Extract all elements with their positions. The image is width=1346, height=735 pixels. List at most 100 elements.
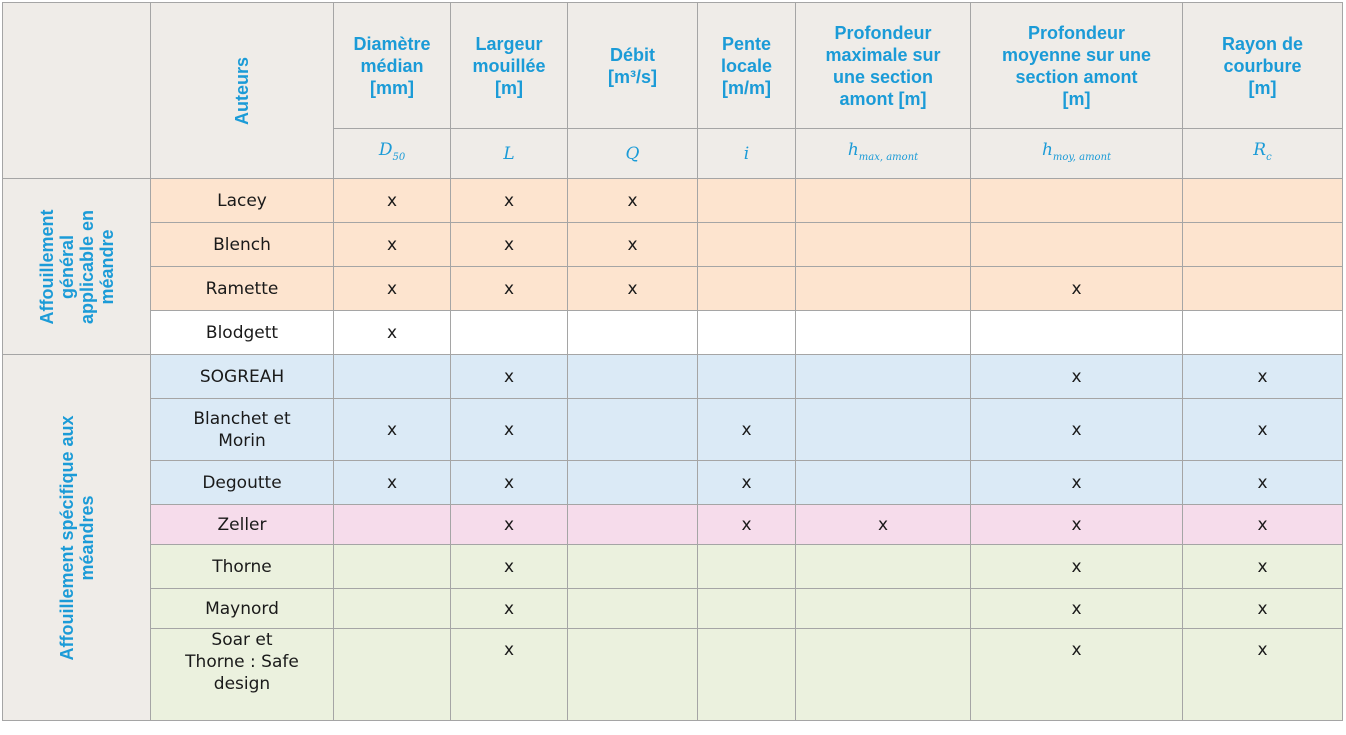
mark-cell: x bbox=[697, 398, 796, 461]
group-label-line: Affouillement bbox=[36, 209, 57, 324]
mark-cell bbox=[795, 222, 971, 267]
author-cell: Maynord bbox=[150, 588, 334, 629]
mark-cell: x bbox=[450, 544, 568, 589]
mark-cell: x bbox=[450, 266, 568, 311]
mark-cell bbox=[795, 354, 971, 399]
mark-cell bbox=[697, 222, 796, 267]
col-header-2: Débit [m³/s] bbox=[567, 2, 698, 129]
table-row: Affouillement spécifique aux méandres SOGR… bbox=[2, 354, 1343, 721]
author-cell: Blench bbox=[150, 222, 334, 267]
author-cell: Zeller bbox=[150, 504, 334, 545]
mark-cell: x bbox=[333, 266, 451, 311]
col-symbol-5: hmoy, amont bbox=[970, 128, 1183, 179]
group-label-line: général bbox=[56, 234, 77, 299]
mark-cell: x bbox=[450, 178, 568, 223]
author-name-line: Maynord bbox=[205, 598, 279, 619]
mark-cell bbox=[697, 354, 796, 399]
mark-cell: x bbox=[795, 504, 971, 545]
mark-cell: x bbox=[450, 628, 568, 721]
mark-cell: x bbox=[970, 588, 1183, 629]
corner-cell bbox=[2, 2, 151, 179]
col-header-1: Largeur mouillée [m] bbox=[450, 2, 568, 129]
col-symbol-3: i bbox=[697, 128, 796, 179]
author-name-line: Morin bbox=[218, 430, 266, 451]
col-symbol-2: Q bbox=[567, 128, 698, 179]
col-title-line: maximale sur bbox=[825, 44, 941, 65]
author-name-line: Blodgett bbox=[205, 322, 279, 343]
mark-cell bbox=[697, 628, 796, 721]
author-name-line: Blanchet et bbox=[193, 408, 291, 429]
col-title-line: Diamètre bbox=[353, 33, 431, 54]
mark-cell bbox=[567, 398, 698, 461]
header-row: Auteurs Diamètre médian [mm] Largeur mouill… bbox=[2, 2, 1343, 179]
col-title-line: médian bbox=[360, 55, 424, 76]
author-cell: Blanchet et Morin bbox=[150, 398, 334, 461]
mark-cell: x bbox=[697, 504, 796, 545]
col-title-line: Rayon de bbox=[1221, 33, 1304, 54]
col-symbol-subscript: 50 bbox=[392, 151, 406, 163]
mark-cell: x bbox=[450, 354, 568, 399]
mark-cell: x bbox=[970, 504, 1183, 545]
symbol-row: D50 L Q i hmax, amont hmoy, amont Rc bbox=[3, 128, 1343, 179]
mark-cell: x bbox=[970, 460, 1183, 505]
col-title-line: Débit bbox=[610, 44, 655, 65]
mark-cell bbox=[697, 588, 796, 629]
col-symbol-main: i bbox=[743, 143, 750, 164]
mark-cell: x bbox=[697, 460, 796, 505]
mark-cell bbox=[1182, 178, 1343, 223]
col-header-4: Profondeur maximale sur une section amont [… bbox=[795, 2, 971, 129]
author-cell: Soar et Thorne : Safe design bbox=[150, 628, 334, 721]
mark-cell bbox=[567, 310, 698, 355]
mark-cell: x bbox=[1182, 504, 1343, 545]
mark-cell bbox=[567, 354, 698, 399]
mark-cell bbox=[795, 544, 971, 589]
mark-cell bbox=[970, 178, 1183, 223]
mark-cell: x bbox=[1182, 354, 1343, 399]
col-title-line: Largeur bbox=[475, 33, 543, 54]
col-title-line: courbure bbox=[1223, 55, 1302, 76]
mark-cell: x bbox=[970, 628, 1183, 721]
table-row: Blanchet et Morin x x x x x bbox=[3, 398, 1343, 461]
mark-cell bbox=[795, 398, 971, 461]
mark-cell bbox=[795, 178, 971, 223]
col-symbol-0: D50 bbox=[333, 128, 451, 179]
mark-cell bbox=[333, 544, 451, 589]
mark-cell: x bbox=[333, 398, 451, 461]
group-label: Affouillement général applicable en méandre bbox=[37, 209, 117, 324]
author-name-line: design bbox=[213, 674, 271, 694]
col-title-line: Profondeur bbox=[1028, 22, 1125, 43]
table-row: Thorne x x x bbox=[3, 544, 1343, 589]
group-label: Affouillement spécifique aux méandres bbox=[57, 415, 97, 660]
col-symbol-main: Q bbox=[625, 143, 640, 164]
mark-cell bbox=[697, 310, 796, 355]
mark-cell: x bbox=[450, 588, 568, 629]
mark-cell bbox=[333, 504, 451, 545]
col-symbol-main: L bbox=[503, 143, 515, 164]
mark-cell bbox=[795, 460, 971, 505]
author-name-line: Degoutte bbox=[202, 472, 282, 493]
author-name-line: Zeller bbox=[217, 514, 267, 535]
mark-cell: x bbox=[333, 178, 451, 223]
mark-cell: x bbox=[1182, 460, 1343, 505]
table-row: Blodgett x bbox=[3, 310, 1343, 355]
author-name-line: SOGREAH bbox=[199, 366, 285, 387]
col-header-5: Profondeur moyenne sur une section amont [m… bbox=[970, 2, 1183, 129]
author-name-line: Blench bbox=[213, 234, 271, 255]
table-row: Maynord x x x bbox=[3, 588, 1343, 629]
mark-cell bbox=[697, 266, 796, 311]
col-title-line: [m] bbox=[1062, 88, 1091, 109]
author-name-line: Lacey bbox=[217, 190, 267, 211]
mark-cell bbox=[567, 460, 698, 505]
mark-cell: x bbox=[450, 398, 568, 461]
col-title-line: [m/m] bbox=[722, 77, 771, 98]
group-label-cell: Affouillement général applicable en méandre bbox=[2, 178, 151, 355]
author-name-line: Soar et bbox=[211, 630, 273, 650]
table-row: Degoutte x x x x x bbox=[3, 460, 1343, 505]
col-symbol-main: D bbox=[378, 139, 393, 160]
mark-cell: x bbox=[1182, 544, 1343, 589]
table-row: Zeller x x x x x bbox=[3, 504, 1343, 545]
col-symbol-main: h bbox=[1041, 139, 1053, 160]
group-label-cell: Affouillement spécifique aux méandres bbox=[2, 354, 151, 721]
author-cell: Blodgett bbox=[150, 310, 334, 355]
mark-cell: x bbox=[333, 310, 451, 355]
